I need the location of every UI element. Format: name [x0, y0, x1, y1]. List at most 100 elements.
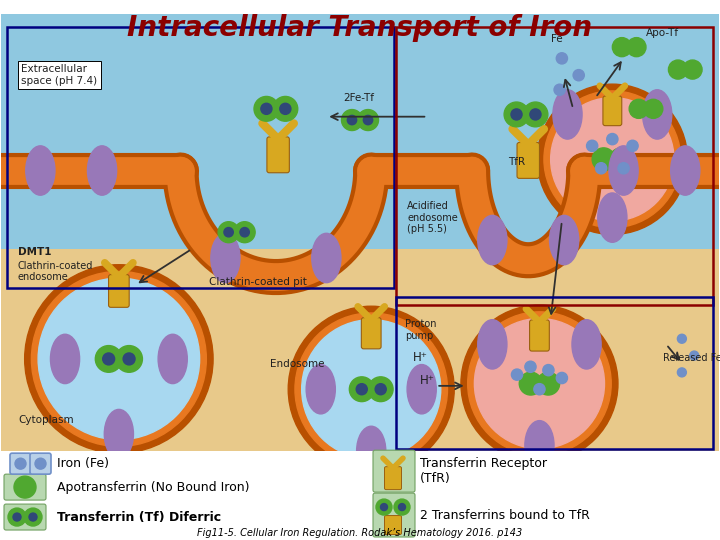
Text: Fe: Fe	[551, 33, 562, 44]
FancyBboxPatch shape	[10, 453, 31, 474]
FancyBboxPatch shape	[4, 474, 46, 500]
Circle shape	[592, 148, 615, 171]
Circle shape	[32, 272, 207, 447]
Circle shape	[511, 369, 523, 380]
Ellipse shape	[211, 233, 240, 282]
Circle shape	[369, 377, 393, 402]
Ellipse shape	[312, 233, 341, 282]
Ellipse shape	[306, 364, 336, 414]
Bar	[396, 27, 714, 305]
Text: DMT1: DMT1	[18, 247, 51, 256]
Text: Fig11-5. Cellular Iron Regulation. Rodak’s Hematology 2016. p143: Fig11-5. Cellular Iron Regulation. Rodak…	[197, 528, 523, 538]
Ellipse shape	[26, 146, 55, 195]
FancyBboxPatch shape	[603, 96, 622, 126]
Text: Cytoplasm: Cytoplasm	[18, 415, 73, 425]
Text: Acidified
endosome
(pH 5.5): Acidified endosome (pH 5.5)	[407, 201, 458, 234]
Circle shape	[29, 513, 37, 521]
Circle shape	[14, 476, 36, 498]
Bar	[6, 27, 394, 288]
Text: Intracellular Transport of Iron: Intracellular Transport of Iron	[127, 14, 593, 42]
Circle shape	[678, 368, 686, 377]
Ellipse shape	[549, 215, 579, 265]
Circle shape	[341, 110, 362, 131]
FancyBboxPatch shape	[109, 275, 129, 307]
Circle shape	[683, 60, 702, 79]
Circle shape	[15, 458, 26, 469]
FancyBboxPatch shape	[361, 318, 381, 349]
Text: 2 Transferrins bound to TfR: 2 Transferrins bound to TfR	[420, 509, 590, 522]
Circle shape	[557, 53, 567, 64]
Text: Transferrin Receptor
(TfR): Transferrin Receptor (TfR)	[420, 457, 547, 485]
Circle shape	[8, 508, 26, 526]
Ellipse shape	[407, 364, 436, 414]
Circle shape	[461, 305, 618, 462]
Circle shape	[627, 140, 638, 151]
Circle shape	[95, 346, 122, 372]
Circle shape	[261, 103, 272, 114]
Ellipse shape	[87, 146, 117, 195]
FancyBboxPatch shape	[384, 516, 402, 535]
Circle shape	[123, 353, 135, 365]
Circle shape	[504, 102, 529, 127]
Circle shape	[273, 97, 298, 121]
Ellipse shape	[104, 409, 133, 459]
FancyBboxPatch shape	[384, 467, 402, 490]
Circle shape	[364, 116, 373, 125]
Circle shape	[618, 163, 629, 174]
Ellipse shape	[478, 320, 507, 369]
FancyBboxPatch shape	[4, 504, 46, 530]
Text: Iron (Fe): Iron (Fe)	[57, 457, 109, 470]
Circle shape	[610, 148, 633, 171]
Circle shape	[398, 504, 405, 510]
Text: Extracellular
space (pH 7.4): Extracellular space (pH 7.4)	[22, 64, 97, 85]
Text: H⁺: H⁺	[420, 374, 434, 387]
Circle shape	[295, 313, 448, 465]
Circle shape	[375, 384, 386, 395]
Circle shape	[629, 99, 648, 118]
Circle shape	[534, 383, 545, 395]
Circle shape	[573, 70, 585, 81]
Circle shape	[224, 227, 233, 237]
Text: Clathrin-coated pit: Clathrin-coated pit	[209, 277, 307, 287]
Circle shape	[35, 458, 46, 469]
FancyBboxPatch shape	[530, 320, 549, 351]
FancyBboxPatch shape	[373, 493, 415, 537]
Circle shape	[240, 227, 249, 237]
Bar	[1, 249, 719, 451]
Text: Transferrin (Tf) Diferric: Transferrin (Tf) Diferric	[57, 510, 221, 524]
Circle shape	[394, 499, 410, 515]
Ellipse shape	[598, 193, 627, 242]
Circle shape	[347, 116, 356, 125]
Circle shape	[254, 97, 279, 121]
Circle shape	[627, 38, 646, 57]
Circle shape	[288, 306, 454, 472]
Circle shape	[380, 504, 387, 510]
Ellipse shape	[525, 421, 554, 470]
Circle shape	[525, 361, 536, 373]
Ellipse shape	[478, 215, 507, 265]
Circle shape	[103, 353, 114, 365]
Ellipse shape	[553, 90, 582, 139]
Circle shape	[678, 334, 686, 343]
Circle shape	[668, 60, 688, 79]
Ellipse shape	[643, 90, 672, 139]
Circle shape	[519, 372, 542, 395]
Circle shape	[302, 320, 441, 459]
Circle shape	[536, 372, 559, 395]
FancyBboxPatch shape	[30, 453, 51, 474]
FancyBboxPatch shape	[373, 450, 415, 492]
Circle shape	[234, 222, 255, 242]
Circle shape	[468, 312, 611, 455]
Circle shape	[690, 351, 698, 360]
Ellipse shape	[670, 146, 700, 195]
Circle shape	[218, 222, 239, 242]
Circle shape	[543, 364, 554, 376]
Text: Clathrin-coated
endosome: Clathrin-coated endosome	[18, 261, 94, 282]
Circle shape	[587, 140, 598, 151]
Circle shape	[280, 103, 291, 114]
Circle shape	[530, 109, 541, 120]
Ellipse shape	[609, 146, 638, 195]
FancyBboxPatch shape	[267, 137, 289, 173]
Text: Released Fe: Released Fe	[663, 353, 720, 363]
Circle shape	[595, 163, 607, 174]
